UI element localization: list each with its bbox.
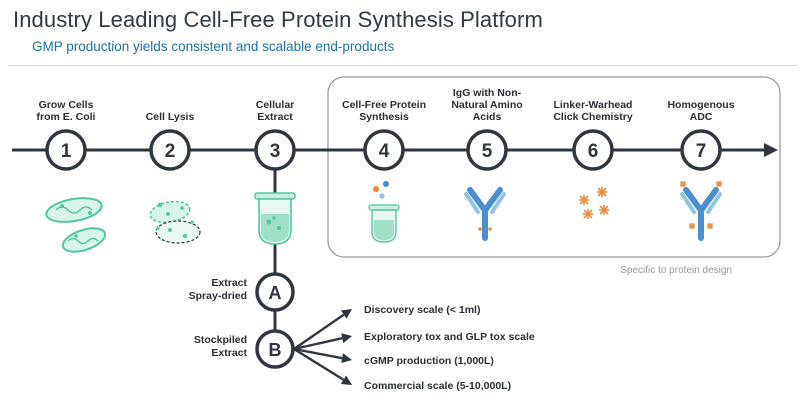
scale-label: Commercial scale (5-10,000L) (364, 380, 511, 392)
page-title: Industry Leading Cell-Free Protein Synth… (13, 7, 543, 32)
scale-label: Exploratory tox and GLP tox scale (364, 331, 535, 343)
step-number: 1 (61, 141, 72, 162)
adc-icon (680, 181, 722, 241)
scale-arrow (293, 347, 345, 381)
protein-design-box (327, 76, 781, 258)
step-label-line: Homogenous (667, 99, 734, 111)
step-label-line: Cellular (256, 99, 295, 111)
step-label-line: Linker-Warhead (554, 99, 633, 111)
step-number: 2 (165, 141, 176, 162)
step-number: 5 (482, 141, 493, 162)
scale-label: Discovery scale (< 1ml) (364, 304, 480, 316)
scale-label: cGMP production (1,000L) (364, 355, 494, 367)
step-number: 7 (696, 141, 707, 162)
step-number: 6 (588, 141, 599, 162)
branch-label-line: Spray-dried (189, 290, 247, 302)
step-number: 3 (270, 141, 281, 162)
step-label-line: Acids (473, 111, 502, 123)
step-label-line: Extract (257, 111, 293, 123)
linker-warhead-icon (579, 187, 609, 219)
synthesis-tube-icon (368, 181, 400, 243)
branch-label-line: Stockpiled (194, 334, 247, 346)
scale-arrowhead (340, 309, 352, 319)
step-label-line: ADC (690, 111, 713, 123)
branch-letter: B (269, 340, 282, 360)
step-label-line: Cell-Free Protein (342, 99, 426, 111)
step-label-line: Natural Amino (451, 99, 522, 111)
step-label-line: Click Chemistry (553, 111, 633, 123)
step-node-5 (466, 129, 508, 171)
branch-node-b (255, 329, 295, 369)
step-node-6 (572, 129, 614, 171)
scale-arrowhead (340, 375, 352, 385)
ecoli-cells-icon (45, 197, 107, 253)
scale-arrow (293, 337, 343, 351)
branch-letter: A (269, 283, 282, 303)
cell-lysis-icon (149, 200, 201, 244)
branch-label-line: Extract (211, 347, 247, 359)
extract-tube-icon (254, 192, 296, 245)
step-node-1 (45, 129, 87, 171)
step-label-line: Grow Cells (39, 99, 94, 111)
scale-arrowhead (341, 353, 352, 364)
header-divider (8, 65, 798, 66)
step-number: 4 (379, 141, 390, 162)
box-caption: Specific to protein design (620, 265, 732, 276)
step-label-line: Cell Lysis (146, 111, 195, 123)
scale-arrow (293, 347, 343, 360)
step-label-line: Synthesis (359, 111, 409, 123)
step-node-2 (149, 129, 191, 171)
scale-arrow (293, 313, 345, 350)
step-node-7 (680, 129, 722, 171)
branch-label-line: Extract (211, 277, 247, 289)
step-node-4 (363, 129, 405, 171)
timeline-arrowhead (764, 143, 778, 157)
scale-arrowhead (341, 333, 352, 344)
antibody-icon (464, 187, 506, 241)
step-label-line: IgG with Non- (453, 87, 522, 99)
step-node-3 (254, 129, 296, 171)
page-subtitle: GMP production yields consistent and sca… (32, 39, 395, 54)
branch-node-a (255, 272, 295, 312)
step-label-line: from E. Coli (37, 111, 96, 123)
